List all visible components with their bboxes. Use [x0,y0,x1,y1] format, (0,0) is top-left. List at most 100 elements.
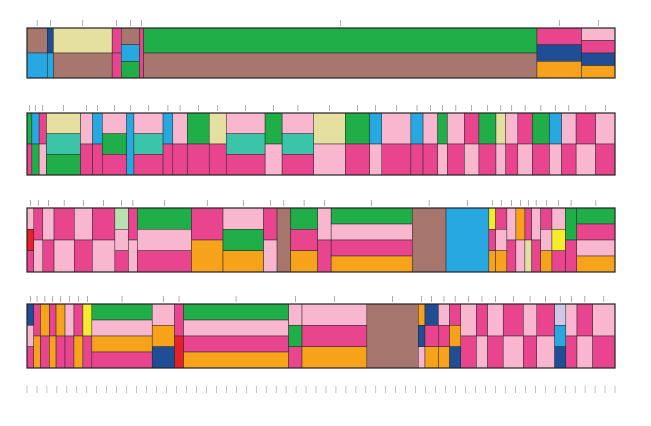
tile-r2-b14-s1 [225,112,266,134]
tile-r4-b17-s2 [424,325,439,347]
tile-r2-b34-s1 [595,112,616,145]
tile-r2-b23-s1 [437,112,448,145]
tile-r4-b9-s2 [91,319,153,337]
tile-r1-b5-s3 [121,61,140,79]
tile-r3-b11-s3 [222,250,264,273]
tile-r4-b16-s1 [418,303,426,326]
tile-r3-b14-s2 [290,229,318,251]
tile-r2-b17-s1 [313,112,346,145]
tile-r3-b13-s1 [276,207,291,273]
tile-r4-b20-s1 [460,303,477,337]
tile-r2-b18-s1 [345,112,370,145]
tile-r2-b8-s1 [126,112,135,176]
tile-r3-b5-s1 [74,207,93,241]
tile-r2-b24-s2 [447,143,465,176]
tile-r4-b12-s2 [183,319,289,337]
tile-r3-b25-s1 [540,207,553,230]
tile-r4-b12-s3 [183,335,289,353]
tile-r2-b4-s2 [46,133,81,155]
tile-r2-b26-s1 [478,112,497,145]
tile-r4-b10-s2 [151,325,175,347]
tile-r3-b20-s1 [495,207,508,230]
tile-r4-b14-s3 [301,346,368,369]
tile-r2-b16-s2 [281,133,314,155]
tile-r3-b15-s2 [317,239,332,273]
tile-r4-b28-s1 [576,303,593,337]
tile-r3-b19-s3 [488,250,496,273]
tile-r4-b20-s2 [460,335,477,369]
tile-r3-b15-s1 [317,207,332,241]
tile-r2-b30-s1 [532,112,550,145]
tile-r4-b1-s3 [26,346,34,369]
tile-r2-b10-s2 [162,143,174,176]
tile-r4-b24-s1 [523,303,537,337]
tile-r2-b7-s3 [102,154,127,176]
tile-r4-b8-s1 [82,303,93,337]
tile-r4-b10-s3 [151,346,175,369]
tile-r3-b2-s1 [33,207,44,241]
tile-r3-b11-s2 [222,229,264,251]
tile-r3-b16-s1 [330,207,413,225]
tile-r3-b12-s1 [263,207,278,241]
tile-r4-b21-s2 [476,335,488,369]
tile-r1-b6-s1 [139,27,144,79]
tile-r4-b26-s3 [554,346,567,369]
tile-r2-b24-s1 [447,112,465,145]
tile-r1-b5-s1 [121,27,140,45]
tile-r4-b23-s1 [502,303,524,337]
tile-r4-b26-s1 [554,303,567,326]
tile-r1-b1-s2 [26,52,48,79]
row-4 [26,303,616,369]
tile-r4-b2-s2 [33,335,41,369]
tile-r3-b17-s1 [411,207,447,273]
tile-r4-b16-s2 [418,325,426,347]
tile-r3-b11-s1 [222,207,264,230]
tile-r2-b22-s2 [422,143,438,176]
tile-r2-b12-s1 [187,112,210,145]
tile-r2-b15-s2 [264,143,283,176]
tile-r2-b7-s1 [102,112,127,134]
tile-r1-b8-s1 [536,27,582,45]
tile-r2-b3-s2 [38,143,47,176]
tile-r1-b3-s1 [53,27,113,54]
tile-r3-b4-s2 [53,239,75,273]
tile-r4-b15-s1 [366,303,419,369]
tile-r4-b7-s1 [73,303,84,337]
tile-r4-b6-s1 [64,303,75,337]
tile-r3-b20-s3 [495,250,508,273]
tile-r2-b9-s3 [133,154,164,176]
tile-r4-b26-s2 [554,325,567,347]
row-4-frame [26,303,616,369]
tile-r3-b24-s1 [531,207,541,241]
tile-r3-b2-s2 [33,239,44,273]
tile-r2-b13-s2 [208,143,227,176]
tile-r2-b19-s2 [369,143,383,176]
tile-r2-b27-s1 [495,112,506,145]
tile-r2-b26-s2 [478,143,497,176]
tile-r3-b21-s1 [506,207,517,241]
tile-r2-b33-s2 [575,143,596,176]
tile-r3-b23-s2 [524,239,532,273]
tile-r4-b4-s1 [49,303,57,337]
tile-r2-b11-s1 [172,112,188,145]
tile-r4-b3-s2 [40,335,50,369]
tile-r4-b19-s1 [449,303,461,326]
tile-r4-b22-s1 [487,303,504,337]
tile-r2-b25-s1 [464,112,480,145]
tile-r3-b1-s3 [26,250,35,273]
tile-r3-b6-s1 [92,207,116,241]
tile-r4-b13-s1 [288,303,303,326]
tile-r3-b21-s2 [506,239,517,273]
tile-r2-b9-s1 [133,112,164,134]
tile-r3-b1-s1 [26,207,35,230]
tile-r3-b19-s2 [488,229,496,251]
tile-r1-b8-s2 [536,44,582,62]
tile-r4-b14-s2 [301,325,368,347]
tile-r3-b22-s2 [515,239,526,273]
tile-r2-b2-s1 [31,112,40,145]
tile-r3-b25-s2 [540,229,553,251]
row-2 [26,112,616,176]
tile-r2-b16-s1 [281,112,314,134]
tile-r2-b4-s1 [46,112,81,134]
tile-r4-b28-s2 [576,335,593,369]
